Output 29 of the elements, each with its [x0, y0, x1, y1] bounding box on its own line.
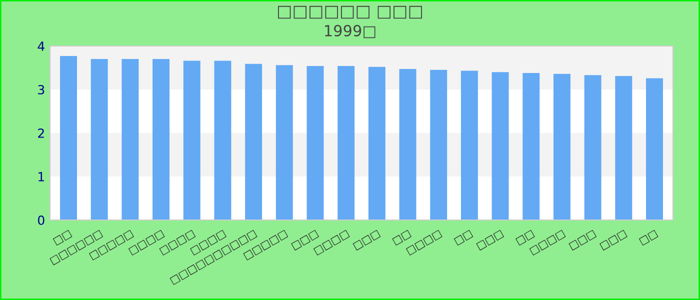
- bar: [152, 59, 170, 220]
- bar: [460, 70, 478, 220]
- bar: [276, 65, 293, 220]
- x-tick-label: □□: [454, 230, 474, 246]
- bar: [183, 60, 200, 220]
- bar: [214, 60, 232, 220]
- bar: [492, 72, 509, 220]
- bar: [615, 76, 632, 220]
- bar: [245, 64, 262, 220]
- bar: [399, 69, 416, 220]
- bar: [122, 59, 139, 220]
- chart-subtitle: 1999□: [325, 24, 376, 38]
- bar: [60, 56, 77, 220]
- bar: [584, 75, 602, 220]
- bar: [368, 66, 386, 220]
- bar: [522, 72, 540, 220]
- chart-title: □□□□□□ □□□: [278, 6, 422, 19]
- bar: [553, 74, 570, 220]
- y-tick-label: 2: [38, 128, 44, 138]
- bar: [306, 66, 324, 220]
- bar: [430, 70, 448, 220]
- bar: [646, 78, 663, 220]
- x-tick-label: □□: [638, 230, 658, 246]
- y-tick-label: 0: [38, 215, 44, 225]
- bar: [338, 66, 355, 220]
- y-tick-label: 3: [38, 84, 44, 94]
- y-tick-label: 4: [38, 42, 44, 51]
- bar: [90, 59, 108, 220]
- y-tick-label: 1: [38, 172, 44, 182]
